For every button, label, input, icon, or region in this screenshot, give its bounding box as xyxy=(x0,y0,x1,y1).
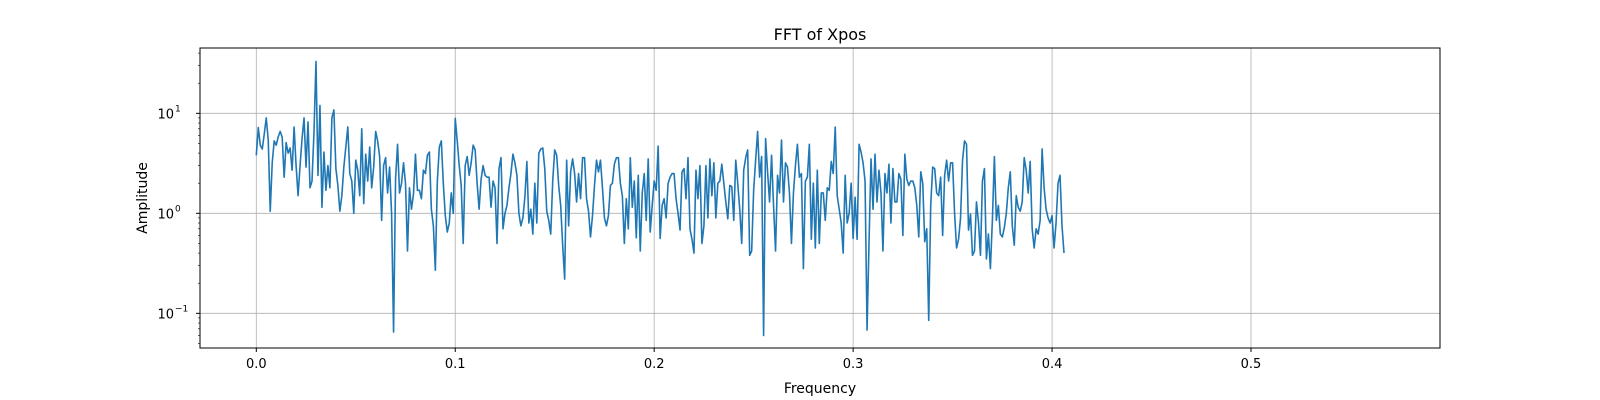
x-tick-label: 0.4 xyxy=(1042,357,1063,372)
grid xyxy=(200,48,1440,348)
series-layer xyxy=(255,60,1065,337)
y-tick-label-base: 10 xyxy=(157,307,174,322)
x-tick-label: 0.3 xyxy=(843,357,864,372)
plot-frame xyxy=(199,47,1441,349)
x-tick-label: 0.2 xyxy=(644,357,665,372)
series-line-0 xyxy=(255,60,1065,337)
x-axis-label: Frequency xyxy=(784,381,856,397)
x-tick-label: 0.0 xyxy=(246,357,267,372)
y-tick-label-exponent: −1 xyxy=(175,304,188,314)
x-axis: 0.0 0.1 0.2 0.3 0.4 0.5 xyxy=(246,348,1261,372)
y-axis-label: Amplitude xyxy=(135,162,151,234)
y-tick-label-exponent: 0 xyxy=(175,204,181,214)
y-tick-label: 10 xyxy=(157,207,174,222)
y-tick-label-base: 10 xyxy=(157,107,174,122)
y-tick-label-exponent: 1 xyxy=(175,104,181,114)
y-tick-label: 10 xyxy=(157,307,174,322)
y-tick-label: 10 xyxy=(157,107,174,122)
x-tick-label: 0.1 xyxy=(445,357,466,372)
x-tick-label: 0.5 xyxy=(1241,357,1262,372)
chart-title: FFT of Xpos xyxy=(774,25,867,44)
y-tick-label-base: 10 xyxy=(157,207,174,222)
